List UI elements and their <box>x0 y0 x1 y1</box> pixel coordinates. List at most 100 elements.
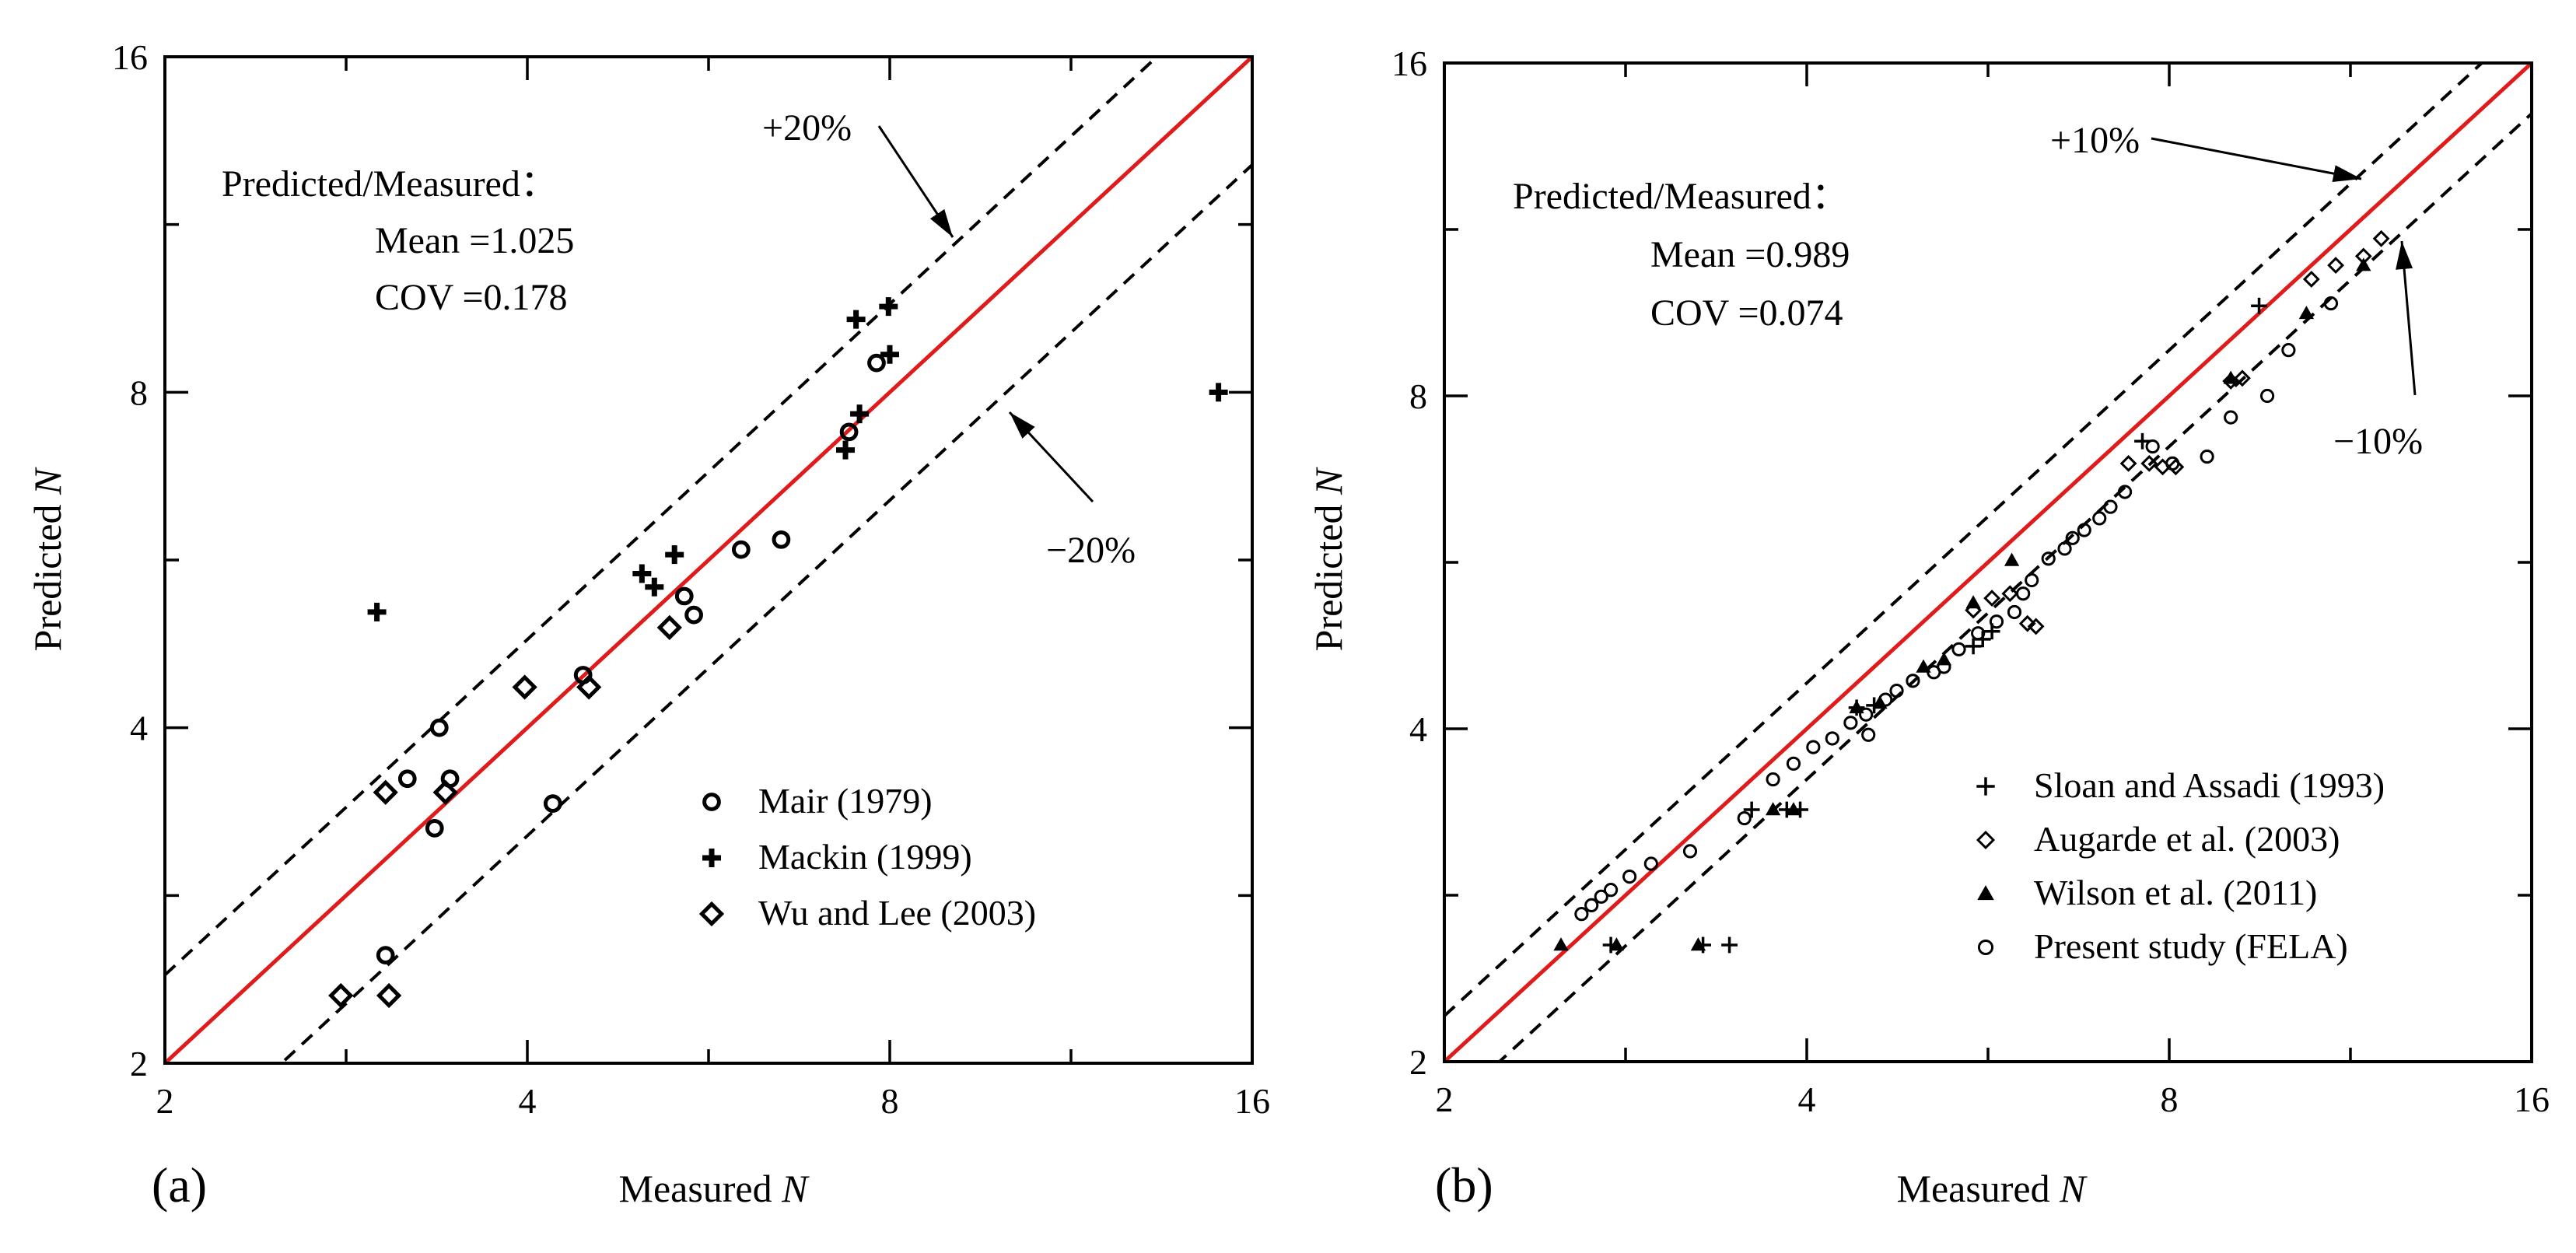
legend-marker-icon <box>1977 939 1994 956</box>
data-point <box>1594 889 1608 904</box>
data-point <box>2200 449 2214 464</box>
data-point <box>397 769 417 789</box>
legend-marker-icon <box>1976 830 1996 850</box>
data-point <box>731 540 751 559</box>
panel-b-plot-area <box>1444 63 2532 1062</box>
x-tick-label: 2 <box>156 1081 174 1121</box>
upper-bound-line <box>1444 63 2484 1017</box>
panel-a-legend-label-1: Mair (1979) <box>758 781 933 821</box>
data-point <box>846 310 866 329</box>
panel-b-legend-label-2: Augarde et al. (2003) <box>2034 819 2340 859</box>
upper-band-arrow-shaft <box>2151 137 2362 180</box>
legend-marker-icon <box>702 793 721 811</box>
data-point <box>879 297 898 317</box>
data-point <box>2119 454 2137 472</box>
data-point <box>1737 810 1752 826</box>
data-point <box>1765 802 1781 816</box>
data-point <box>1574 907 1589 922</box>
data-point <box>1971 626 1986 641</box>
lower-band-arrow-head-icon <box>1010 412 1035 439</box>
lower-bound-line <box>1496 112 2532 1062</box>
upper-band-arrow-head-icon <box>929 208 953 237</box>
panel-a-x-axis-title: Measured N <box>618 1167 810 1210</box>
legend-marker-icon <box>1976 777 1995 796</box>
legend-marker-icon <box>698 901 725 927</box>
data-point <box>2057 541 2072 556</box>
legend-marker-icon <box>1977 885 1994 901</box>
data-point <box>645 577 664 597</box>
data-point <box>772 530 791 549</box>
panel-b-ticks <box>1443 61 2533 1063</box>
data-point <box>867 353 886 373</box>
data-point <box>1878 692 1893 707</box>
data-point <box>367 602 387 621</box>
data-point <box>839 422 859 442</box>
y-tick-label: 8 <box>1409 376 1427 416</box>
data-point <box>1916 659 1931 673</box>
panel-b-stats-cov: COV =0.074 <box>1650 292 1843 334</box>
lower-band-arrow-head-icon <box>2396 241 2413 270</box>
panel-b-legend-row-4: Present study (FELA) <box>1977 926 2348 966</box>
lower-bound-line <box>279 163 1252 1063</box>
panel-b-legend-label-3: Wilson et al. (2011) <box>2034 873 2317 912</box>
panel-b-x-axis-title: Measured N <box>1896 1167 2088 1210</box>
data-point <box>1861 727 1876 742</box>
data-point <box>2251 297 2267 314</box>
data-point <box>1965 638 1982 655</box>
data-point <box>543 794 562 814</box>
data-point <box>1937 660 1951 674</box>
series-1 <box>376 353 886 965</box>
data-point <box>2065 530 2080 545</box>
data-point <box>1721 936 1738 954</box>
x-tick-label: 4 <box>519 1081 537 1121</box>
legend-marker-icon <box>702 849 721 867</box>
data-point <box>1682 844 1698 859</box>
data-point <box>2016 586 2031 601</box>
data-point <box>2117 485 2133 499</box>
data-point <box>1889 683 1904 698</box>
data-point <box>1603 883 1619 898</box>
data-point <box>1608 937 1625 951</box>
y-tick-label: 2 <box>130 1044 148 1083</box>
data-point <box>2372 229 2390 247</box>
data-point <box>1859 707 1874 722</box>
data-point <box>2223 370 2238 384</box>
panel-a-y-axis-title: Predicted N <box>26 467 69 651</box>
panel-b-stats-mean: Mean =0.989 <box>1650 234 1850 275</box>
data-point <box>2018 614 2036 632</box>
data-point <box>665 545 684 565</box>
panel-a-stats-cov: COV =0.178 <box>375 277 568 318</box>
data-point <box>2298 306 2315 320</box>
panel-b-legend-label-4: Present study (FELA) <box>2034 926 2348 966</box>
panel-a-band-arrows <box>877 125 1094 503</box>
data-point <box>2281 343 2296 358</box>
panel-b-upper-band-label: +10% <box>2050 120 2140 161</box>
data-point <box>632 564 652 583</box>
x-tick-label: 8 <box>2161 1080 2179 1119</box>
y-tick-label: 16 <box>1391 44 1427 83</box>
panel-b-band-arrows <box>2151 137 2417 396</box>
data-point <box>2001 585 2019 603</box>
panel-b-legend-label-1: Sloan and Assadi (1993) <box>2034 765 2385 805</box>
upper-bound-line <box>165 57 1160 977</box>
panel-b-lower-band-label: −10% <box>2333 421 2423 462</box>
data-point <box>425 819 444 838</box>
data-point <box>1806 740 1821 754</box>
data-point <box>2323 296 2339 311</box>
data-point <box>1743 801 1760 818</box>
data-point <box>684 605 703 625</box>
data-point <box>1786 802 1801 816</box>
data-point <box>2077 523 2091 537</box>
data-point <box>1622 870 1637 884</box>
data-point <box>429 718 449 737</box>
series-4 <box>1574 296 2339 922</box>
panel-a-stats-mean: Mean =1.025 <box>375 220 574 261</box>
data-point <box>432 779 458 805</box>
panel-a-ticks <box>163 55 1254 1065</box>
data-point <box>2092 511 2107 526</box>
equality-line <box>1444 63 2532 1062</box>
upper-band-arrow-head-icon <box>2332 165 2361 182</box>
panel-b-legend: Sloan and Assadi (1993) Augarde et al. (… <box>1976 765 2385 966</box>
